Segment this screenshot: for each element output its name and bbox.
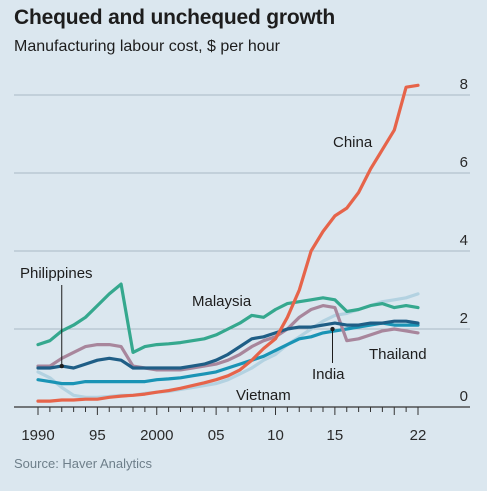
y-tick-label-0: 0: [460, 388, 468, 405]
series-line-china: [36, 83, 420, 403]
series-label-malaysia: Malaysia: [192, 293, 252, 310]
source-note: Source: Haver Analytics: [14, 456, 153, 471]
x-tick-label-2000: 2000: [140, 427, 173, 444]
india-leader-dot: [330, 326, 335, 332]
series-label-china: China: [333, 134, 373, 151]
series-line-thailand: [36, 321, 420, 386]
y-tick-label-6: 6: [460, 154, 468, 171]
y-tick-label-8: 8: [460, 76, 468, 93]
series-label-thailand: Thailand: [369, 346, 427, 363]
chart-subtitle: Manufacturing labour cost, $ per hour: [14, 38, 280, 55]
x-tick-label-15: 15: [327, 427, 344, 444]
axis-ticks: 0 2 4 6 8 1990 95 2000 05 10 15 22: [21, 76, 468, 444]
series-labels: China Malaysia Philippines India Thailand Vie…: [20, 134, 427, 404]
philippines-leader-dot: [59, 363, 64, 369]
series-lines: [36, 83, 420, 403]
x-tick-label-22: 22: [410, 427, 427, 444]
series-label-philippines: Philippines: [20, 265, 93, 282]
x-tick-label-95: 95: [89, 427, 106, 444]
series-line-philippines: [36, 304, 420, 372]
series-label-india: India: [312, 366, 345, 383]
series-line-malaysia: [36, 282, 420, 354]
x-tick-label-05: 05: [208, 427, 225, 444]
series-line-india: [36, 319, 420, 370]
series-label-vietnam: Vietnam: [236, 387, 291, 404]
chart-title: Chequed and unchequed growth: [14, 6, 336, 29]
y-tick-label-2: 2: [460, 310, 468, 327]
x-tick-label-1990: 1990: [21, 427, 54, 444]
y-tick-label-4: 4: [460, 232, 468, 249]
x-tick-label-10: 10: [267, 427, 284, 444]
